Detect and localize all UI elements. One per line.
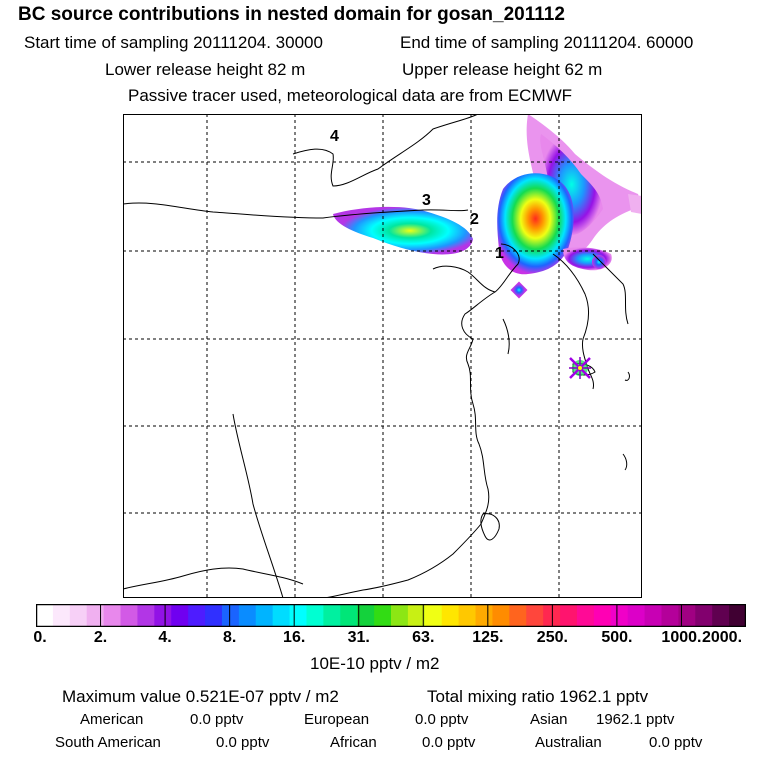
color-scale-tick-label: 250. [536,629,568,646]
color-swatch [36,604,54,627]
american-label: American [80,711,144,728]
color-swatch [458,604,477,627]
color-swatch [560,604,578,627]
upper-release-label: Upper release height 62 m [402,60,603,79]
color-swatch [289,604,308,627]
end-time-label: End time of sampling 20111204. 60000 [400,33,694,52]
color-scale-units: 10E-10 pptv / m2 [310,654,440,673]
south-american-label: South American [55,734,161,751]
color-swatch [424,604,443,627]
asian-value: 1962.1 pptv [596,711,675,728]
color-scale-tick-label: 2. [93,629,108,646]
color-scale-tick-label: 0. [33,629,47,646]
color-scale-tick-label: 500. [601,629,633,646]
map-title: BC source contributions in nested domain… [18,4,565,25]
receptor-star-marker [569,357,591,379]
color-scale-tick-label: 16. [283,629,306,646]
color-swatch [526,604,544,627]
color-swatch [695,604,713,627]
color-swatch [86,604,105,627]
color-scale-tick-label: 4. [158,629,172,646]
color-swatch [644,604,663,627]
australian-value: 0.0 pptv [649,734,703,751]
color-swatch [475,604,494,627]
color-swatch [52,604,71,627]
african-label: African [330,734,377,751]
color-swatch [441,604,460,627]
color-swatch [137,604,155,627]
color-swatch [627,604,646,627]
region-label-3: 3 [422,192,431,209]
lat-lon-grid [123,114,642,598]
color-scale-tick-label: 1000. [661,629,702,646]
tracer-info-label: Passive tracer used, meteorological data… [128,86,573,105]
color-scale-bar [36,604,746,627]
region-label-1: 1 [495,245,504,262]
color-swatch [492,604,510,627]
color-scale-tick-label: 8. [222,629,237,646]
color-swatch [712,604,730,627]
color-swatch [255,604,274,627]
color-scale-border [36,604,746,627]
lower-release-label: Lower release height 82 m [105,60,306,79]
color-swatch [69,604,88,627]
color-scale-tick-label: 31. [347,629,370,646]
color-swatch [120,604,139,627]
color-swatch [509,604,527,627]
african-value: 0.0 pptv [422,734,476,751]
south-american-value: 0.0 pptv [216,734,270,751]
american-value: 0.0 pptv [190,711,244,728]
color-swatch [610,604,629,627]
color-swatch [661,604,679,627]
color-scale-tick-label: 63. [412,629,435,646]
color-swatch [678,604,696,627]
maximum-value-label: Maximum value 0.521E-07 pptv / m2 [62,687,339,706]
color-swatch [593,604,612,627]
asian-label: Asian [530,711,568,728]
color-swatch [205,604,223,627]
color-scale-tick-label: 125. [472,629,504,646]
color-swatch [154,604,172,627]
color-swatch [188,604,206,627]
color-swatch [238,604,257,627]
start-time-label: Start time of sampling 20111204. 30000 [24,33,323,52]
color-scale-tick-label: 2000. [701,629,743,646]
european-value: 0.0 pptv [415,711,469,728]
color-swatch [340,604,358,627]
color-swatch [357,604,375,627]
color-swatch [374,604,392,627]
color-swatch [306,604,324,627]
color-swatch [103,604,122,627]
region-label-2: 2 [470,211,479,228]
contribution-map: 4 3 2 1 [123,114,642,598]
color-swatch [391,604,409,627]
european-label: European [304,711,370,728]
color-swatch [323,604,341,627]
region-label-4: 4 [330,128,339,145]
color-swatch [171,604,189,627]
color-swatch [221,604,240,627]
color-swatch [576,604,595,627]
color-swatch [729,604,746,627]
concentration-plume [333,114,642,299]
color-swatch [407,604,426,627]
australian-label: Australian [535,734,602,751]
map-frame [123,114,642,598]
total-mixing-ratio-label: Total mixing ratio 1962.1 pptv [427,687,649,706]
color-swatch [272,604,291,627]
